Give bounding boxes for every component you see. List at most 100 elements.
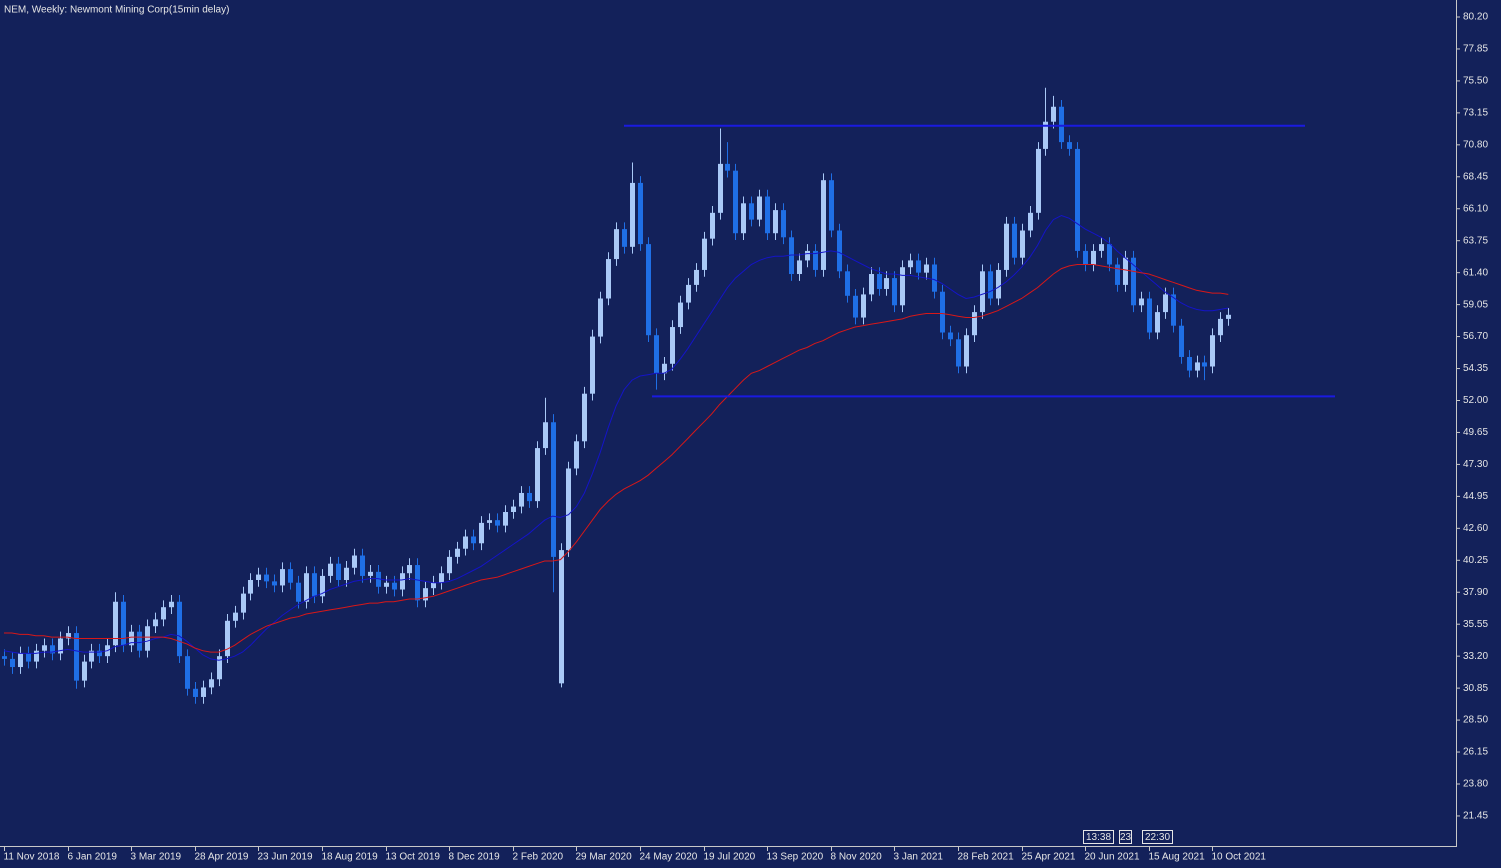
candle-body bbox=[956, 339, 961, 367]
candle-body bbox=[622, 229, 627, 247]
candle-body bbox=[948, 332, 953, 340]
candle-body bbox=[272, 581, 277, 586]
candle-body bbox=[741, 203, 746, 234]
candle-body bbox=[1091, 250, 1096, 265]
time-box bbox=[1142, 830, 1173, 844]
candle-body bbox=[42, 645, 47, 651]
candle-body bbox=[845, 271, 850, 296]
x-tick-label: 3 Mar 2019 bbox=[131, 852, 182, 863]
candle-body bbox=[678, 302, 683, 328]
y-tick-label: 75.50 bbox=[1463, 76, 1488, 87]
x-tick-label: 13 Sep 2020 bbox=[767, 852, 824, 863]
time-box bbox=[1119, 830, 1132, 844]
x-tick-label: 18 Aug 2019 bbox=[322, 852, 379, 863]
candle-body bbox=[312, 573, 317, 597]
x-tick-label: 3 Jan 2021 bbox=[894, 852, 944, 863]
candle-body bbox=[18, 653, 23, 668]
candle-body bbox=[1210, 335, 1215, 367]
y-tick-label: 59.05 bbox=[1463, 299, 1488, 310]
time-box-label: 13:38 bbox=[1086, 832, 1111, 843]
candle-body bbox=[725, 163, 730, 171]
y-tick-label: 30.85 bbox=[1463, 683, 1488, 694]
candle-body bbox=[638, 182, 643, 245]
candle-body bbox=[821, 180, 826, 270]
candle-body bbox=[439, 573, 444, 583]
y-tick-label: 80.20 bbox=[1463, 12, 1488, 23]
candle-body bbox=[1226, 314, 1231, 319]
x-tick-label: 20 Jun 2021 bbox=[1085, 852, 1140, 863]
candle-body bbox=[368, 571, 373, 576]
candle-body bbox=[392, 582, 397, 590]
candle-body bbox=[360, 555, 365, 576]
x-tick-label: 8 Dec 2019 bbox=[449, 852, 501, 863]
candle-body bbox=[662, 363, 667, 374]
candle-body bbox=[241, 593, 246, 613]
candle-body bbox=[551, 422, 556, 557]
candle-body bbox=[296, 582, 301, 602]
candle-body bbox=[2, 656, 7, 659]
candle-body bbox=[233, 612, 238, 621]
candle-body bbox=[288, 569, 293, 583]
candle-body bbox=[1043, 121, 1048, 149]
y-tick-label: 68.45 bbox=[1463, 171, 1488, 182]
candle-body bbox=[543, 422, 548, 449]
y-tick-label: 73.15 bbox=[1463, 108, 1488, 119]
candle-body bbox=[1051, 106, 1056, 122]
candle-body bbox=[598, 298, 603, 337]
candle-body bbox=[503, 512, 508, 526]
candle-body bbox=[407, 565, 412, 574]
y-tick-label: 66.10 bbox=[1463, 203, 1488, 214]
candle-body bbox=[1020, 230, 1025, 258]
candle-body bbox=[479, 522, 484, 544]
candle-body bbox=[972, 312, 977, 336]
candle-body bbox=[384, 582, 389, 587]
candle-body bbox=[1131, 257, 1136, 306]
candle-body bbox=[50, 645, 55, 654]
candle-body bbox=[590, 336, 595, 394]
y-tick-label: 47.30 bbox=[1463, 459, 1488, 470]
candle-body bbox=[217, 656, 222, 680]
candle-body bbox=[1083, 250, 1088, 265]
y-tick-label: 44.95 bbox=[1463, 491, 1488, 502]
candle-body bbox=[1028, 212, 1033, 231]
candle-body bbox=[487, 520, 492, 523]
candle-body bbox=[169, 601, 174, 608]
candle-body bbox=[1107, 244, 1112, 265]
candle-body bbox=[861, 294, 866, 318]
y-tick-label: 23.80 bbox=[1463, 779, 1488, 790]
candle-body bbox=[686, 284, 691, 303]
y-tick-label: 21.45 bbox=[1463, 811, 1488, 822]
candle-body bbox=[1123, 257, 1128, 285]
candle-body bbox=[304, 573, 309, 602]
moving-average-line bbox=[3, 214, 1229, 661]
candle-body bbox=[980, 271, 985, 313]
candle-body bbox=[781, 210, 786, 238]
candle-body bbox=[559, 550, 564, 684]
x-tick-label: 11 Nov 2018 bbox=[4, 852, 60, 863]
candle-body bbox=[463, 536, 468, 549]
y-tick-label: 40.25 bbox=[1463, 555, 1488, 566]
candle-body bbox=[82, 661, 87, 681]
candle-body bbox=[376, 571, 381, 587]
candle-body bbox=[916, 260, 921, 273]
candle-body bbox=[757, 196, 762, 220]
y-tick-label: 56.70 bbox=[1463, 331, 1488, 342]
chart-title: NEM, Weekly: Newmont Mining Corp(15min d… bbox=[4, 5, 229, 16]
candle-body bbox=[129, 631, 134, 646]
candle-body bbox=[1155, 312, 1160, 333]
candle-body bbox=[1036, 148, 1041, 213]
x-tick-label: 19 Jul 2020 bbox=[704, 852, 756, 863]
candle-body bbox=[996, 269, 1001, 299]
candle-body bbox=[964, 335, 969, 367]
candle-body bbox=[797, 260, 802, 275]
candle-body bbox=[813, 250, 818, 270]
candle-body bbox=[789, 237, 794, 275]
candle-body bbox=[26, 653, 31, 662]
x-tick-label: 29 Mar 2020 bbox=[576, 852, 633, 863]
candle-body bbox=[137, 631, 142, 651]
candle-body bbox=[495, 520, 500, 526]
candle-body bbox=[1147, 298, 1152, 333]
candle-body bbox=[765, 196, 770, 234]
candle-body bbox=[97, 650, 102, 657]
